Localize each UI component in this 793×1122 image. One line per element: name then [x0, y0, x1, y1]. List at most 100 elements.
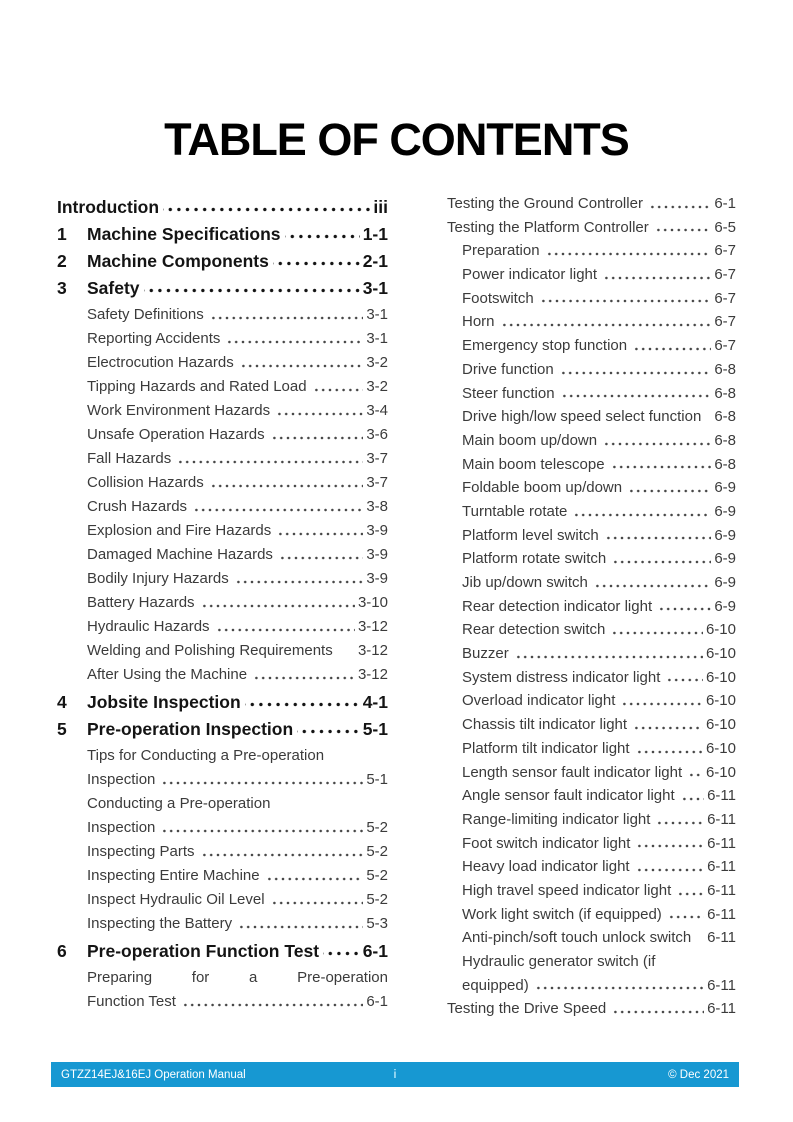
- toc-entry-page: 6-1: [366, 993, 388, 1010]
- toc-entry[interactable]: Range-limiting indicator light 6-11: [447, 807, 736, 832]
- toc-entry-page: 3-2: [366, 354, 388, 371]
- toc-entry[interactable]: Main boom telescope 6-8: [447, 452, 736, 477]
- toc-entry[interactable]: Collision Hazards 3-7: [57, 471, 388, 495]
- dot-leader: [634, 831, 705, 856]
- dot-leader: [543, 239, 712, 264]
- toc-entry-page: 3-1: [362, 278, 388, 298]
- toc-entry[interactable]: Emergency stop function 6-7: [447, 334, 736, 358]
- toc-entry[interactable]: Inspect Hydraulic Oil Level 5-2: [57, 888, 388, 912]
- toc-entry[interactable]: Heavy load indicator light 6-11: [447, 855, 736, 879]
- toc-entry[interactable]: Function Test 6-1: [57, 990, 388, 1014]
- footer-copyright: © Dec 2021: [668, 1068, 730, 1081]
- toc-entry-page: 6-1: [714, 195, 736, 212]
- toc-entry[interactable]: Bodily Injury Hazards 3-9: [57, 567, 388, 591]
- toc-entry-label: Safety: [87, 278, 140, 298]
- toc-entry[interactable]: Turntable rotate 6-9: [447, 499, 736, 524]
- toc-entry[interactable]: 3 Safety 3-1: [57, 276, 388, 300]
- dot-leader: [601, 263, 712, 287]
- dot-leader: [656, 594, 712, 619]
- toc-entry[interactable]: Testing the Platform Controller 6-5: [447, 215, 736, 240]
- toc-entry[interactable]: Inspecting the Battery 5-3: [57, 912, 388, 936]
- toc-entry[interactable]: Preparation 6-7: [447, 239, 736, 264]
- toc-entry[interactable]: 1 Machine Specifications 1-1: [57, 222, 388, 246]
- toc-entry-page: 6-11: [707, 976, 736, 994]
- toc-entry[interactable]: Unsafe Operation Hazards 3-6: [57, 423, 388, 447]
- toc-entry[interactable]: 6 Pre-operation Function Test 6-1: [57, 939, 388, 963]
- toc-entry[interactable]: Foot switch indicator light 6-11: [447, 831, 736, 856]
- dot-leader: [652, 215, 712, 240]
- toc-entry-page: 5-2: [366, 819, 388, 836]
- toc-entry[interactable]: 5 Pre-operation Inspection 5-1: [57, 717, 388, 741]
- toc-entry[interactable]: High travel speed indicator light 6-11: [447, 878, 736, 903]
- toc-entry[interactable]: Work light switch (if equipped) 6-11: [447, 902, 736, 927]
- dot-leader: [695, 926, 704, 950]
- toc-entry-page: 2-1: [362, 251, 388, 271]
- toc-entry[interactable]: Tips for Conducting a Pre-operation: [57, 744, 388, 768]
- toc-entry[interactable]: Anti-pinch/soft touch unlock switch 6-11: [447, 926, 736, 950]
- toc-entry[interactable]: Footswitch 6-7: [447, 286, 736, 311]
- toc-entry[interactable]: Main boom up/down 6-8: [447, 428, 736, 453]
- toc-entry[interactable]: Inspection 5-2: [57, 816, 388, 840]
- toc-entry-label: Machine Specifications: [87, 224, 281, 244]
- toc-entry[interactable]: Buzzer 6-10: [447, 642, 736, 666]
- dot-leader: [646, 192, 712, 216]
- toc-entry-label: Overload indicator light: [462, 692, 616, 710]
- toc-entry[interactable]: Welding and Polishing Requirements 3-12: [57, 639, 388, 663]
- toc-entry[interactable]: Angle sensor fault indicator light 6-11: [447, 784, 736, 808]
- toc-entry[interactable]: 4 Jobsite Inspection 4-1: [57, 690, 388, 714]
- toc-entry[interactable]: Inspection 5-1: [57, 768, 388, 792]
- toc-entry[interactable]: Preparing for a Pre-operation: [57, 966, 388, 990]
- toc-entry[interactable]: Platform tilt indicator light 6-10: [447, 736, 736, 761]
- toc-entry[interactable]: After Using the Machine 3-12: [57, 663, 388, 687]
- toc-entry[interactable]: Testing the Ground Controller 6-1: [447, 192, 736, 216]
- toc-entry[interactable]: Hydraulic generator switch (if: [447, 950, 736, 974]
- toc-entry[interactable]: Power indicator light 6-7: [447, 263, 736, 287]
- toc-entry[interactable]: Crush Hazards 3-8: [57, 495, 388, 519]
- toc-entry[interactable]: Jib up/down switch 6-9: [447, 571, 736, 595]
- toc-entry[interactable]: Platform level switch 6-9: [447, 523, 736, 548]
- toc-entry[interactable]: Tipping Hazards and Rated Load 3-2: [57, 375, 388, 399]
- dot-leader: [633, 855, 705, 879]
- toc-entry[interactable]: Rear detection switch 6-10: [447, 618, 736, 643]
- toc-entry-page: 6-11: [707, 905, 736, 923]
- toc-entry-page: 6-10: [705, 668, 736, 686]
- toc-entry[interactable]: Rear detection indicator light 6-9: [447, 594, 736, 619]
- toc-entry[interactable]: Horn 6-7: [447, 310, 736, 335]
- toc-entry[interactable]: Work Environment Hazards 3-4: [57, 399, 388, 423]
- toc-entry[interactable]: equipped) 6-11: [447, 973, 736, 998]
- dot-leader: [237, 351, 364, 375]
- toc-entry[interactable]: Testing the Drive Speed 6-11: [447, 997, 736, 1022]
- toc-entry-label: Drive function: [462, 360, 554, 378]
- toc-entry[interactable]: Fall Hazards 3-7: [57, 447, 388, 471]
- toc-entry[interactable]: Drive function 6-8: [447, 357, 736, 382]
- toc-entry-label: Turntable rotate: [462, 502, 568, 520]
- toc-entry[interactable]: System distress indicator light 6-10: [447, 665, 736, 690]
- toc-entry[interactable]: Damaged Machine Hazards 3-9: [57, 543, 388, 567]
- toc-entry[interactable]: Reporting Accidents 3-1: [57, 327, 388, 351]
- toc-entry[interactable]: Foldable boom up/down 6-9: [447, 476, 736, 500]
- dot-leader: [610, 997, 705, 1022]
- toc-entry-page: 3-9: [366, 546, 388, 563]
- toc-entry[interactable]: 2 Machine Components 2-1: [57, 249, 388, 273]
- toc-entry[interactable]: Steer function 6-8: [447, 381, 736, 406]
- toc-entry[interactable]: Inspecting Parts 5-2: [57, 840, 388, 864]
- toc-entry[interactable]: Explosion and Fire Hazards 3-9: [57, 519, 388, 543]
- toc-entry-label: Power indicator light: [462, 266, 598, 284]
- toc-entry[interactable]: Battery Hazards 3-10: [57, 591, 388, 615]
- toc-entry[interactable]: Conducting a Pre-operation: [57, 792, 388, 816]
- toc-entry[interactable]: Chassis tilt indicator light 6-10: [447, 713, 736, 737]
- toc-entry[interactable]: Length sensor fault indicator light 6-10: [447, 760, 736, 785]
- toc-entry[interactable]: Inspecting Entire Machine 5-2: [57, 864, 388, 888]
- footer-bar: GTZZ14EJ&16EJ Operation Manual i © Dec 2…: [51, 1062, 739, 1087]
- toc-entry[interactable]: Overload indicator light 6-10: [447, 689, 736, 714]
- toc-entry[interactable]: Introduction iii: [57, 195, 388, 219]
- toc-entry-page: 5-3: [366, 915, 388, 932]
- toc-entry[interactable]: Electrocution Hazards 3-2: [57, 351, 388, 375]
- toc-entry[interactable]: Hydraulic Hazards 3-12: [57, 615, 388, 639]
- dot-leader: [633, 736, 703, 761]
- toc-entry[interactable]: Platform rotate switch 6-9: [447, 547, 736, 571]
- dot-leader: [159, 816, 364, 840]
- toc-entry[interactable]: Drive high/low speed select function 6-8: [447, 405, 736, 429]
- toc-entry[interactable]: Safety Definitions 3-1: [57, 303, 388, 327]
- dot-leader: [224, 327, 364, 351]
